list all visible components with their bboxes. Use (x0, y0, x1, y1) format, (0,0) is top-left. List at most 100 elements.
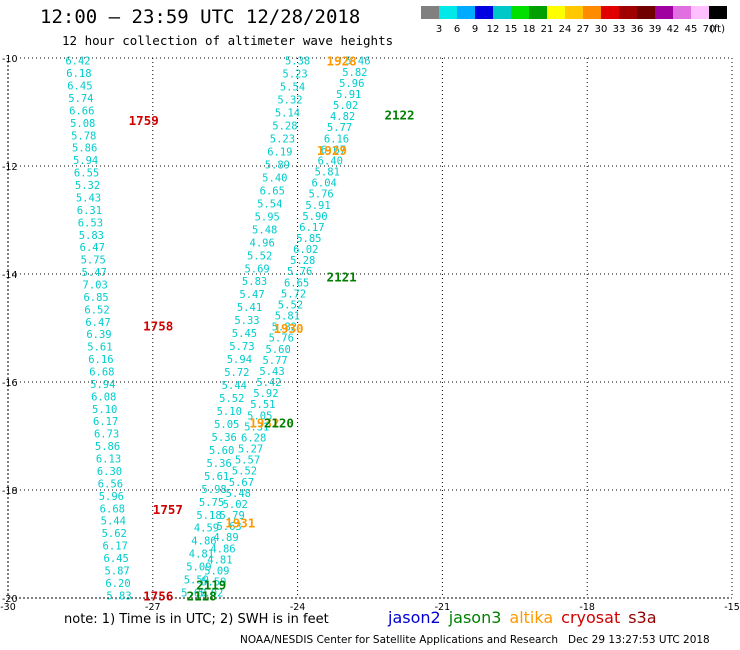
wave-height-value: 5.63 (216, 521, 241, 533)
wave-height-value: 5.52 (232, 466, 257, 478)
y-tick-label: -16 (2, 378, 18, 389)
wave-height-value: 5.10 (92, 404, 117, 416)
colorbar-label: 33 (613, 24, 626, 35)
colorbar-label: 27 (577, 24, 590, 35)
wave-height-value: 5.32 (75, 180, 100, 192)
wave-height-value: 5.83 (106, 590, 131, 602)
legend-altika: altika (509, 608, 554, 627)
wave-height-value: 6.68 (89, 367, 114, 379)
colorbar-swatch (673, 6, 691, 19)
wave-height-value: 5.73 (229, 341, 254, 353)
wave-height-value: 5.09 (204, 565, 229, 577)
wave-height-value: 6.17 (93, 416, 118, 428)
y-tick-label: -14 (2, 270, 18, 281)
y-tick-label: -20 (2, 594, 18, 605)
wave-height-value: 5.28 (290, 255, 315, 267)
pass-label-altika: 1928 (327, 54, 357, 69)
colorbar-label: 39 (649, 24, 662, 35)
pass-label-cryosat: 1758 (143, 318, 173, 333)
wave-height-value: 5.72 (281, 288, 306, 300)
wave-height-value: 5.82 (272, 322, 297, 334)
wave-height-value: 5.61 (204, 471, 229, 483)
wave-height-value: 5.02 (333, 100, 358, 112)
pass-label-altika: 1930 (273, 321, 303, 336)
wave-height-value: 5.92 (253, 388, 278, 400)
wave-height-value: 5.76 (269, 333, 294, 345)
wave-height-value: 5.60 (181, 588, 206, 600)
wave-height-value: 4.81 (207, 554, 232, 566)
wave-height-value: 5.05 (214, 419, 239, 431)
wave-height-value: 6.28 (241, 432, 266, 444)
wave-height-value: 5.67 (229, 477, 254, 489)
colorbar-swatch (637, 6, 655, 19)
pass-label-jason3: 2120 (264, 416, 294, 431)
x-tick-label: -27 (145, 602, 161, 613)
wave-height-value: 6.08 (91, 391, 116, 403)
wave-height-value: 5.98 (201, 484, 226, 496)
wave-height-value: 5.91 (305, 200, 330, 212)
x-tick-label: -15 (724, 602, 740, 613)
pass-label-altika: 1932 (249, 416, 279, 431)
x-tick-label: -18 (579, 602, 595, 613)
wave-height-value: 5.48 (252, 224, 277, 236)
wave-height-value: 6.18 (66, 68, 91, 80)
wave-height-value: 6.40 (318, 155, 343, 167)
wave-height-value: 5.69 (244, 263, 269, 275)
wave-height-value: 5.60 (209, 445, 234, 457)
wave-height-value: 5.62 (102, 528, 127, 540)
wave-height-value: 5.89 (265, 159, 290, 171)
chart-subtitle: 12 hour collection of altimeter wave hei… (62, 33, 394, 48)
wave-height-value: 6.73 (94, 429, 119, 441)
wave-height-value: 5.59 (201, 577, 226, 589)
wave-height-value: 5.23 (282, 69, 307, 81)
wave-height-value: 5.47 (82, 267, 107, 279)
wave-height-value: 5.52 (219, 393, 244, 405)
credit-line: NOAA/NESDIS Center for Satellite Applica… (240, 634, 710, 646)
wave-height-value: 6.13 (96, 454, 121, 466)
colorbar-swatch (475, 6, 493, 19)
wave-height-value: 4.82 (330, 111, 355, 123)
wave-height-value: 4.96 (250, 237, 275, 249)
wave-height-value: 5.42 (256, 377, 281, 389)
wave-height-value: 6.17 (103, 541, 128, 553)
wave-height-value: 5.77 (262, 355, 287, 367)
wave-height-value: 5.81 (315, 167, 340, 179)
wave-height-value: 6.45 (104, 553, 129, 565)
wave-height-value: 6.02 (293, 244, 318, 256)
wave-height-value: 4.59 (194, 523, 219, 535)
wave-height-value: 6.42 (65, 56, 90, 68)
wave-height-value: 5.45 (232, 328, 257, 340)
wave-height-value: 5.52 (247, 250, 272, 262)
wave-height-value: 5.81 (275, 311, 300, 323)
wave-height-value: 6.20 (105, 578, 130, 590)
wave-height-value: 5.77 (327, 122, 352, 134)
wave-height-value: 4.89 (213, 532, 238, 544)
wave-height-value: 6.65 (260, 185, 285, 197)
y-tick-label: -12 (2, 162, 18, 173)
wave-height-value: 6.67 (321, 144, 346, 156)
wave-height-value: 5.94 (73, 155, 98, 167)
wave-height-value: 5.18 (196, 510, 221, 522)
wave-height-value: 5.47 (239, 289, 264, 301)
colorbar-label: 30 (595, 24, 608, 35)
wave-height-value: 5.95 (255, 211, 280, 223)
wave-height-value: 6.47 (80, 242, 105, 254)
colorbar-swatch (691, 6, 709, 19)
wave-height-value: 5.75 (81, 255, 106, 267)
colorbar-swatch (547, 6, 565, 19)
wave-height-value: 5.85 (296, 233, 321, 245)
colorbar-swatch (601, 6, 619, 19)
color-scale-bar: 3 6 9 12 15 18 21 24 27 30 33 36 39 42 45 70(ft) (421, 6, 727, 35)
wave-height-value: 5.14 (275, 108, 300, 120)
wave-height-value: 5.75 (199, 497, 224, 509)
legend-s3a: s3a (628, 608, 657, 627)
wave-height-value: 5.27 (238, 444, 263, 456)
wave-height-value: 6.45 (67, 81, 92, 93)
colorbar-label: 15 (505, 24, 518, 35)
wave-height-value: 7.03 (83, 279, 108, 291)
wave-height-value: 5.32 (277, 95, 302, 107)
wave-height-value: 5.08 (70, 118, 95, 130)
wave-height-value: 5.02 (223, 499, 248, 511)
wave-height-value: 5.96 (99, 491, 124, 503)
wave-height-value: 5.91 (336, 89, 361, 101)
